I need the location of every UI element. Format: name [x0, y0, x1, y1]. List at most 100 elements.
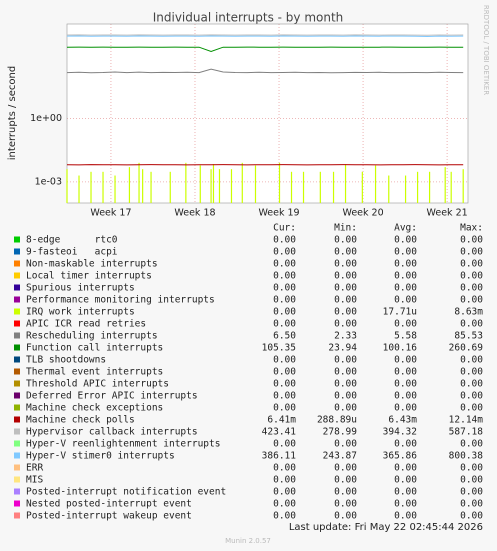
legend-avg: 365.86: [383, 451, 418, 462]
legend-min: 0.00: [334, 463, 357, 474]
last-update: Last update: Fri May 22 02:45:44 2026: [289, 522, 483, 533]
legend-label: APIC ICR read retries: [26, 319, 146, 330]
legend-swatch: [14, 464, 20, 471]
legend-cur: 6.41m: [267, 415, 296, 426]
legend-label: Rescheduling interrupts: [26, 331, 158, 342]
legend-max: 0.00: [460, 511, 483, 522]
legend-label: Local timer interrupts: [26, 271, 152, 282]
legend-max: 0.00: [460, 367, 483, 378]
legend-label: Nested posted-interrupt event: [26, 499, 192, 510]
legend-label: Function call interrupts: [26, 343, 163, 354]
legend-max: 0.00: [460, 403, 483, 414]
legend-avg: 100.16: [383, 343, 418, 354]
legend-swatch: [14, 332, 20, 339]
legend-max: 260.69: [449, 343, 484, 354]
legend-cur: 0.00: [273, 487, 296, 498]
legend-label: MIS: [26, 475, 43, 486]
legend-swatch: [14, 392, 20, 399]
legend-min: 0.00: [334, 283, 357, 294]
y-axis-label: interrupts / second: [7, 66, 18, 160]
legend-swatch: [14, 416, 20, 423]
legend-avg: 0.00: [394, 391, 417, 402]
legend-avg: 0.00: [394, 511, 417, 522]
x-tick-label: Week 17: [90, 208, 131, 219]
legend-swatch: [14, 440, 20, 447]
series-line: [66, 68, 464, 74]
legend-min: 278.99: [323, 427, 358, 438]
legend-label: Non-maskable interrupts: [26, 259, 158, 270]
legend-cur: 0.00: [273, 283, 296, 294]
legend-min: 288.89u: [317, 415, 357, 426]
legend-min: 243.87: [323, 451, 357, 462]
legend-min: 0.00: [334, 439, 357, 450]
side-text: RRDTOOL / TOBI OETIKER: [482, 5, 490, 95]
legend-label: Thermal event interrupts: [26, 367, 163, 378]
legend-min: 0.00: [334, 403, 357, 414]
legend-cur: 0.00: [273, 259, 296, 270]
legend-min: 0.00: [334, 247, 357, 258]
legend-max: 0.00: [460, 439, 483, 450]
legend-avg: 5.58: [394, 331, 417, 342]
legend-min: 0.00: [334, 259, 357, 270]
legend-swatch: [14, 284, 20, 291]
legend-max: 0.00: [460, 487, 483, 498]
legend-min: 0.00: [334, 307, 357, 318]
legend-avg: 6.43m: [388, 415, 417, 426]
legend-cur: 0.00: [273, 391, 296, 402]
legend-cur: 0.00: [273, 403, 296, 414]
column-header: Min:: [334, 223, 357, 234]
y-tick-label: 1e+00: [30, 113, 62, 124]
legend-max: 8.63m: [454, 307, 483, 318]
legend-label: Threshold APIC interrupts: [26, 379, 169, 390]
legend-cur: 0.00: [273, 499, 296, 510]
legend-swatch: [14, 380, 20, 387]
legend-label: ERR: [26, 463, 43, 474]
column-header: Max:: [460, 223, 483, 234]
legend-avg: 394.32: [383, 427, 417, 438]
legend-max: 587.18: [449, 427, 484, 438]
legend-min: 0.00: [334, 271, 357, 282]
legend-avg: 0.00: [394, 487, 417, 498]
legend-swatch: [14, 500, 20, 507]
legend-label: Hyper-V reenlightenment interrupts: [26, 439, 220, 450]
footer: Munin 2.0.57: [225, 537, 271, 545]
x-tick-label: Week 21: [427, 208, 468, 219]
legend-swatch: [14, 512, 20, 519]
legend-max: 0.00: [460, 379, 483, 390]
legend-swatch: [14, 428, 20, 435]
legend-max: 0.00: [460, 319, 483, 330]
legend-cur: 0.00: [273, 307, 296, 318]
legend-min: 23.94: [328, 343, 357, 354]
legend-max: 12.14m: [449, 415, 484, 426]
legend-avg: 0.00: [394, 271, 417, 282]
legend-label: Deferred Error APIC interrupts: [26, 391, 198, 402]
legend-swatch: [14, 476, 20, 483]
legend-avg: 0.00: [394, 475, 417, 486]
series-line: [66, 35, 464, 38]
legend-avg: 0.00: [394, 319, 417, 330]
x-tick-label: Week 19: [258, 208, 299, 219]
x-tick-label: Week 18: [174, 208, 215, 219]
legend-cur: 0.00: [273, 295, 296, 306]
legend-min: 0.00: [334, 475, 357, 486]
legend-swatch: [14, 368, 20, 375]
legend-swatch: [14, 452, 20, 459]
legend-min: 0.00: [334, 499, 357, 510]
legend-max: 0.00: [460, 499, 483, 510]
legend-swatch: [14, 344, 20, 351]
legend-avg: 0.00: [394, 499, 417, 510]
legend-max: 0.00: [460, 247, 483, 258]
column-header: Avg:: [394, 223, 417, 234]
legend-avg: 0.00: [394, 295, 417, 306]
legend-min: 0.00: [334, 487, 357, 498]
legend-label: Posted-interrupt wakeup event: [26, 511, 192, 522]
legend-cur: 0.00: [273, 511, 296, 522]
legend-swatch: [14, 236, 20, 243]
legend-cur: 0.00: [273, 475, 296, 486]
legend-swatch: [14, 296, 20, 303]
legend-swatch: [14, 272, 20, 279]
legend-max: 0.00: [460, 391, 483, 402]
legend-avg: 17.71u: [383, 307, 417, 318]
legend-swatch: [14, 308, 20, 315]
